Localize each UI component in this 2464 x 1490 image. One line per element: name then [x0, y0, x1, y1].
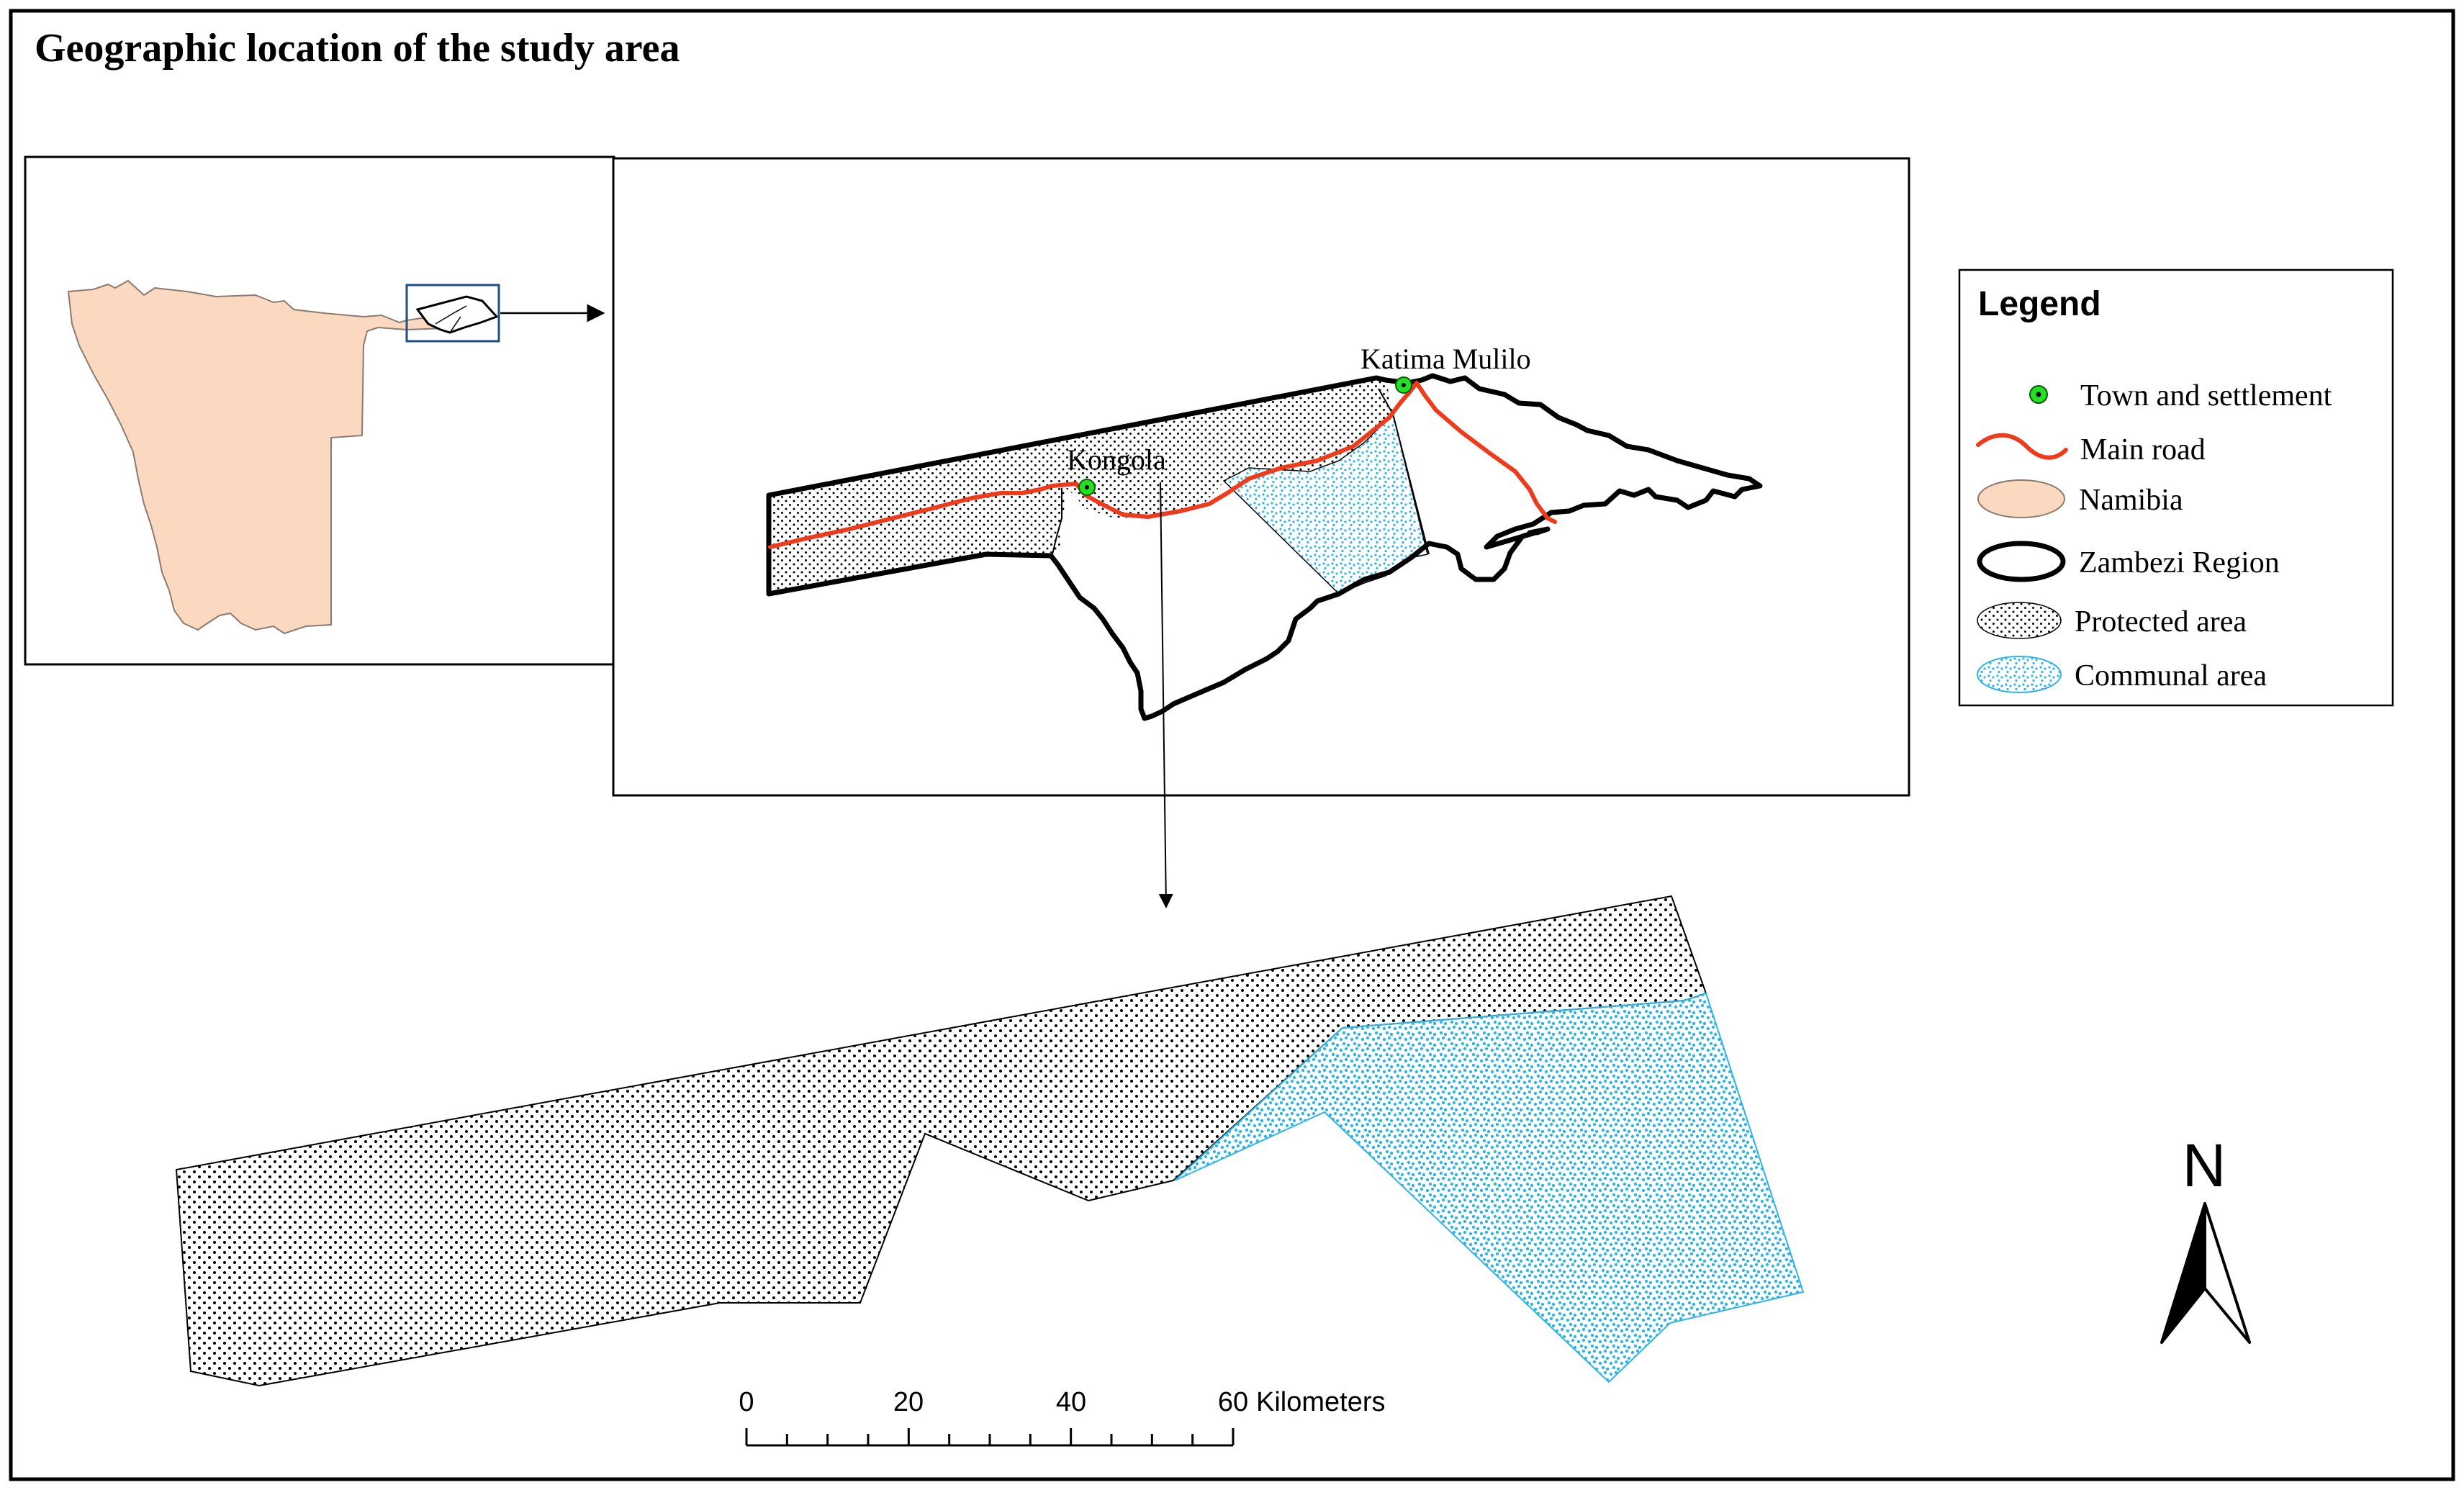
- study-area-arrow: [1158, 482, 1173, 908]
- legend-box: Legend Town and settlement Main road Nam…: [1958, 268, 2394, 707]
- scale-bar-ticks: [745, 1428, 1235, 1445]
- map-title: Geographic location of the study area: [35, 26, 680, 71]
- main-road: [768, 381, 1557, 549]
- dotted-ellipse-icon: [1977, 602, 2062, 639]
- legend-label-communal: Communal area: [2075, 659, 2267, 692]
- namibia-inset-map: [24, 155, 615, 666]
- legend-label-namibia: Namibia: [2079, 484, 2183, 517]
- legend-label-town: Town and settlement: [2080, 379, 2332, 412]
- town-kongola: Kongola: [1067, 443, 1166, 496]
- legend-title: Legend: [1978, 285, 2101, 323]
- zambezi-mini-shape: [415, 295, 499, 334]
- scale-tick-label-60: 60: [1218, 1387, 1248, 1417]
- town-label-katima-mulilo: Katima Mulilo: [1360, 343, 1531, 375]
- scale-bar: 0 20 40 60 Kilometers: [739, 1387, 1386, 1447]
- legend-label-road: Main road: [2080, 433, 2206, 466]
- town-katima-mulilo: Katima Mulilo: [1360, 343, 1531, 394]
- study-communal-area: [1174, 992, 1805, 1383]
- mini-region-lines: [435, 305, 467, 333]
- scale-unit-label: Kilometers: [1256, 1387, 1386, 1417]
- tan-ellipse-icon: [1977, 479, 2065, 518]
- red-line-icon: [1976, 433, 2068, 460]
- inset-extent-box: [405, 284, 500, 343]
- legend-label-zambezi: Zambezi Region: [2079, 546, 2280, 579]
- zambezi-region-outline: [766, 373, 1763, 721]
- green-dot-icon: [2029, 385, 2048, 404]
- scale-tick-label-0: 0: [739, 1387, 754, 1417]
- namibia-shape: [67, 279, 482, 635]
- north-arrow-icon: N: [2160, 1132, 2251, 1344]
- scale-tick-label-20: 20: [893, 1387, 924, 1417]
- town-label-kongola: Kongola: [1067, 443, 1166, 476]
- scale-tick-label-40: 40: [1056, 1387, 1086, 1417]
- zambezi-region-map: Kongola Katima Mulilo: [612, 157, 1910, 908]
- black-outline-ellipse-icon: [1977, 541, 2066, 582]
- boundary-line-2: [1052, 488, 1062, 555]
- blue-dotted-ellipse-icon: [1977, 656, 2062, 693]
- legend-label-protected: Protected area: [2075, 605, 2247, 638]
- study-area-map: [175, 895, 1805, 1387]
- north-label: N: [2183, 1132, 2226, 1199]
